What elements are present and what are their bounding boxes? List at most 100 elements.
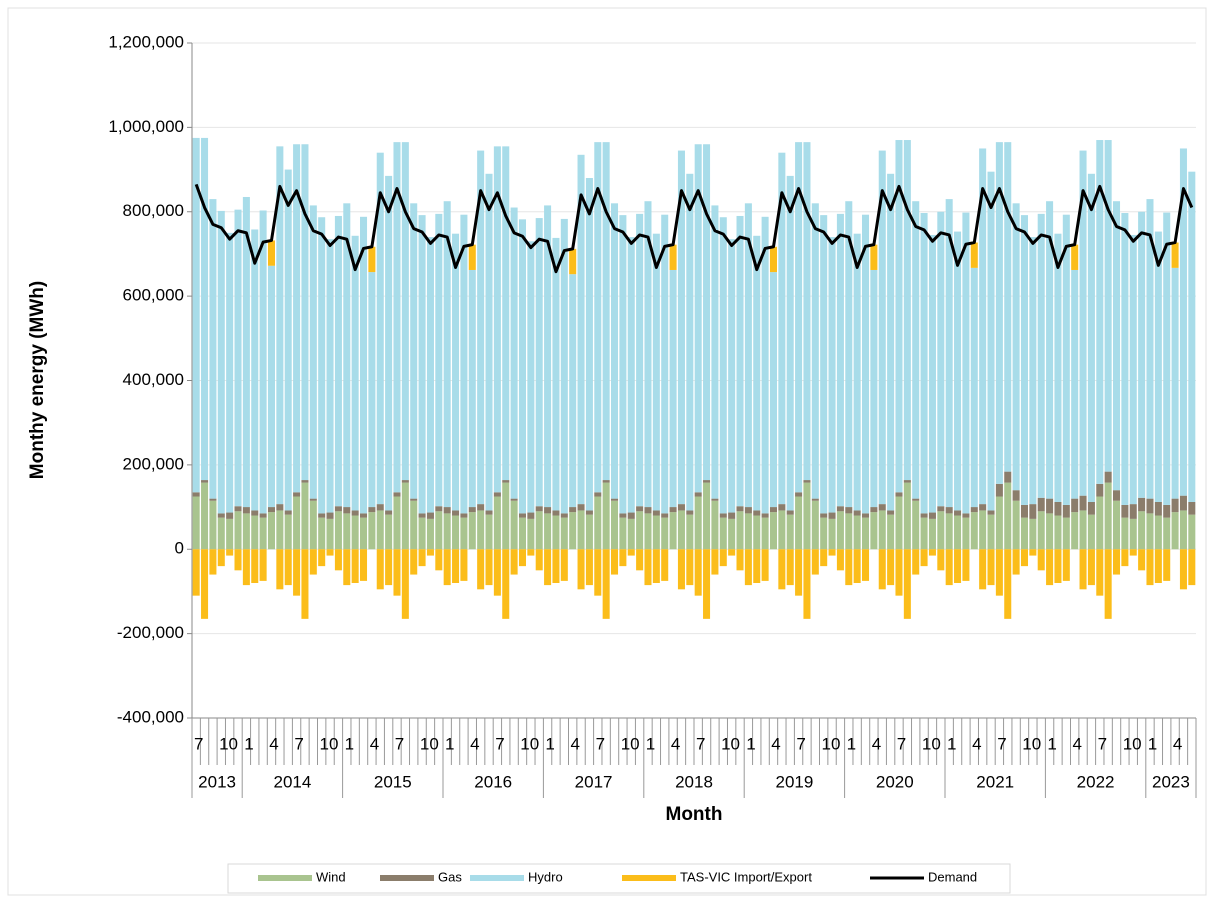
bar-segment [560,218,568,514]
y-tick-label: 1,200,000 [108,32,184,51]
bar-segment [226,512,234,519]
bar-segment [836,549,844,571]
bar-segment [920,213,928,514]
bar-segment [577,504,585,511]
year-label: 2015 [374,772,412,791]
bar-segment [1071,269,1079,499]
bar-segment [410,498,418,501]
bar-segment [753,510,761,516]
bar-segment [820,517,828,550]
bar-segment [1129,518,1137,550]
bar-segment [267,512,275,550]
bar-segment [845,507,853,514]
bar-segment [351,235,359,511]
x-tick-label: 4 [872,734,881,753]
year-label: 2022 [1077,772,1115,791]
bar-segment [343,507,351,514]
bar-segment [778,510,786,550]
bar-segment [326,549,334,556]
year-label: 2020 [876,772,914,791]
bar-segment [368,246,376,273]
bar-segment [744,513,752,550]
year-label: 2013 [198,772,236,791]
bar-segment [820,549,828,567]
bar-segment [728,549,736,556]
bar-segment [552,515,560,550]
bar-segment [594,549,602,596]
bar-segment [677,504,685,511]
bar-segment [903,482,911,550]
bar-segment [820,513,828,518]
bar-segment [552,237,560,511]
bar-segment [928,549,936,556]
bar-segment [1062,517,1070,550]
bar-segment [376,510,384,550]
bar-segment [401,549,409,619]
bar-segment [602,142,610,481]
bar-segment [761,549,769,581]
bar-segment [803,142,811,481]
bar-segment [1096,549,1104,596]
x-tick-label: 10 [1123,734,1142,753]
x-tick-label: 7 [1098,734,1107,753]
bar-segment [443,201,451,508]
bar-segment [887,510,895,515]
bar-segment [602,549,610,619]
bar-segment [1113,201,1121,491]
bar-segment [309,205,317,499]
bar-segment [912,498,920,501]
bar-segment [920,549,928,567]
bar-segment [1054,502,1062,516]
bar-segment [401,142,409,481]
bar-segment [1121,213,1129,505]
bar-segment [1104,471,1112,483]
bar-segment [627,512,635,519]
bar-segment [862,513,870,518]
bar-segment [569,507,577,513]
bar-segment [418,549,426,567]
bar-segment [602,482,610,550]
bar-segment [619,517,627,550]
bar-segment [493,492,501,497]
bar-segment [452,549,460,583]
bar-segment [644,549,652,586]
bar-segment [1146,513,1154,550]
bar-segment [811,549,819,575]
bar-segment [920,513,928,518]
bar-segment [669,507,677,513]
bar-segment [452,515,460,550]
bar-segment [1138,211,1146,498]
year-label: 2019 [775,772,813,791]
bar-segment [477,549,485,590]
x-tick-label: 7 [796,734,805,753]
bar-segment [937,506,945,512]
bar-segment [418,215,426,514]
bar-segment [979,504,987,511]
bar-segment [778,504,786,511]
year-label: 2023 [1152,772,1190,791]
bar-segment [351,515,359,550]
bar-segment [1071,512,1079,550]
bar-segment [711,500,719,550]
bar-segment [1096,483,1104,497]
bar-segment [954,549,962,583]
bar-segment [1087,502,1095,515]
bar-segment [426,237,434,513]
bar-segment [945,199,953,508]
x-tick-label: 7 [194,734,203,753]
x-tick-label: 1 [646,734,655,753]
bar-segment [744,549,752,586]
bar-segment [1179,549,1187,590]
bar-segment [1179,495,1187,511]
bar-segment [987,510,995,515]
bar-segment [560,517,568,550]
bar-segment [728,512,736,519]
bar-segment [1037,213,1045,498]
bar-segment [1163,549,1171,581]
x-tick-label: 4 [972,734,981,753]
bar-segment [836,511,844,550]
bar-segment [887,173,895,511]
bar-segment [862,549,870,581]
year-label: 2017 [575,772,613,791]
